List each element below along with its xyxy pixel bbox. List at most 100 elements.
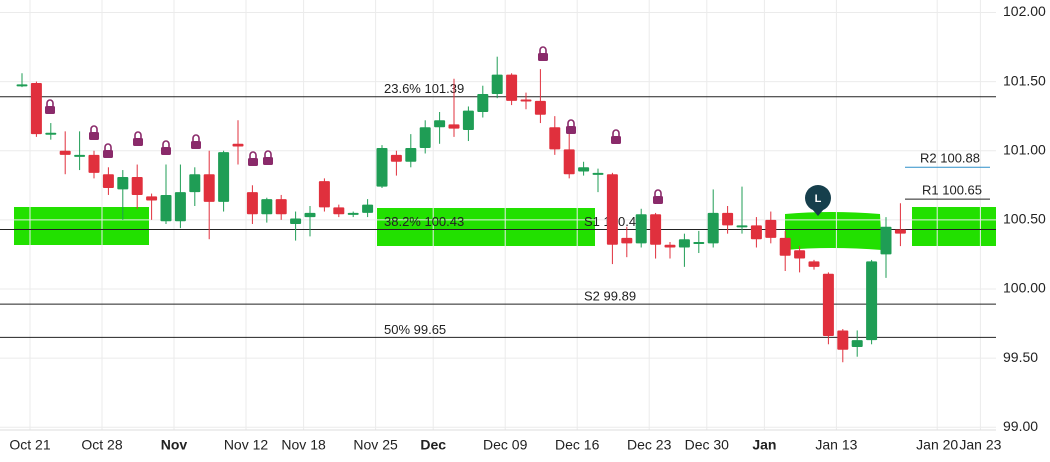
candle-body xyxy=(894,229,906,234)
candle-body xyxy=(347,212,359,215)
y-tick-label: 99.50 xyxy=(1003,349,1038,365)
x-tick-label: Nov xyxy=(161,437,188,453)
lock-body xyxy=(248,158,258,166)
level-label: 38.2% 100.43 xyxy=(384,214,464,229)
x-tick-label: Nov 25 xyxy=(353,437,398,453)
candle-body xyxy=(59,150,71,155)
candle-body xyxy=(534,100,546,115)
y-tick-label: 100.50 xyxy=(1003,211,1046,227)
x-tick-label: Dec xyxy=(420,437,446,453)
candle-body xyxy=(405,147,417,162)
candle-body xyxy=(822,273,834,336)
candle-body xyxy=(117,176,129,190)
y-tick-label: 99.00 xyxy=(1003,418,1038,434)
candle-body xyxy=(664,244,676,248)
candle-body xyxy=(750,225,762,240)
lock-body xyxy=(133,138,143,146)
candle-body xyxy=(650,214,662,245)
candle-body xyxy=(765,219,777,238)
level-label: S2 99.89 xyxy=(584,289,636,304)
lock-shackle xyxy=(612,129,620,136)
highlight xyxy=(377,208,595,246)
candle-body xyxy=(736,225,748,228)
level-label: R2 100.88 xyxy=(920,151,980,166)
y-tick-label: 101.00 xyxy=(1003,141,1046,157)
lock-shackle xyxy=(46,99,54,106)
y-tick-label: 102.00 xyxy=(1003,3,1046,19)
lock-shackle xyxy=(539,46,547,53)
x-tick-label: Jan 23 xyxy=(959,437,1001,453)
candle-body xyxy=(448,124,460,129)
lock-body xyxy=(653,196,663,204)
candle-body xyxy=(318,181,330,208)
lock-shackle xyxy=(134,131,142,138)
level-label: 23.6% 101.39 xyxy=(384,81,464,96)
lock-shackle xyxy=(90,125,98,132)
highlight xyxy=(912,207,996,246)
candle-body xyxy=(419,127,431,148)
candle-body xyxy=(837,330,849,350)
x-tick-label: Jan 13 xyxy=(815,437,857,453)
candle-body xyxy=(693,241,705,244)
candle-body xyxy=(592,172,604,175)
candle-body xyxy=(333,207,345,215)
candle-body xyxy=(462,110,474,130)
lock-body xyxy=(89,132,99,140)
lock-body xyxy=(191,141,201,149)
level-label: R1 100.65 xyxy=(922,183,982,198)
lock-shackle xyxy=(192,134,200,141)
candle-body xyxy=(16,84,28,87)
lock-body xyxy=(538,53,548,61)
candle-body xyxy=(189,174,201,193)
marker-letter: L xyxy=(815,193,822,205)
candle-body xyxy=(376,147,388,187)
lock-body xyxy=(566,126,576,134)
lock-shackle xyxy=(567,119,575,126)
candle-body xyxy=(246,192,258,215)
candle-body xyxy=(578,167,590,172)
candle-body xyxy=(794,250,806,259)
candle-body xyxy=(131,176,143,195)
x-tick-label: Dec 23 xyxy=(627,437,672,453)
x-tick-label: Nov 12 xyxy=(224,437,269,453)
level-label: 50% 99.65 xyxy=(384,322,446,337)
lock-shackle xyxy=(104,143,112,150)
candle-body xyxy=(779,237,791,256)
candle-body xyxy=(707,212,719,244)
candle-body xyxy=(549,127,561,150)
candle-body xyxy=(491,74,503,95)
candle-body xyxy=(506,74,518,101)
candle-body xyxy=(621,237,633,244)
l-marker[interactable]: L xyxy=(805,185,831,216)
highlight xyxy=(785,212,882,250)
candle-body xyxy=(520,99,532,102)
plot: 99.00 99.50 100.00 100.50 101.00 101.50 102.00… xyxy=(0,0,1046,453)
highlight-bands xyxy=(14,207,996,250)
x-tick-label: Jan xyxy=(752,437,776,453)
candle-body xyxy=(174,192,186,222)
candle-body xyxy=(678,239,690,248)
candle-body xyxy=(606,174,618,245)
candle-body xyxy=(635,214,647,244)
lock-body xyxy=(161,147,171,155)
candle-body xyxy=(203,174,215,202)
marker-circle[interactable] xyxy=(805,185,831,211)
candle-body xyxy=(362,204,374,213)
candle-body xyxy=(88,154,100,173)
x-tick-label: Jan 20 xyxy=(916,437,958,453)
candle-body xyxy=(275,199,287,215)
candle-body xyxy=(477,94,489,112)
candle-body xyxy=(102,174,114,189)
candle-body xyxy=(722,212,734,226)
x-tick-label: Oct 28 xyxy=(81,437,122,453)
candle-body xyxy=(290,218,302,224)
x-tick-label: Nov 18 xyxy=(281,437,326,453)
candle-body xyxy=(390,154,402,162)
marker-pointer xyxy=(812,209,824,216)
candle-body xyxy=(30,82,42,135)
candle-body xyxy=(218,152,230,202)
candle-body xyxy=(434,120,446,128)
lock-body xyxy=(45,106,55,114)
candle-body xyxy=(261,199,273,215)
